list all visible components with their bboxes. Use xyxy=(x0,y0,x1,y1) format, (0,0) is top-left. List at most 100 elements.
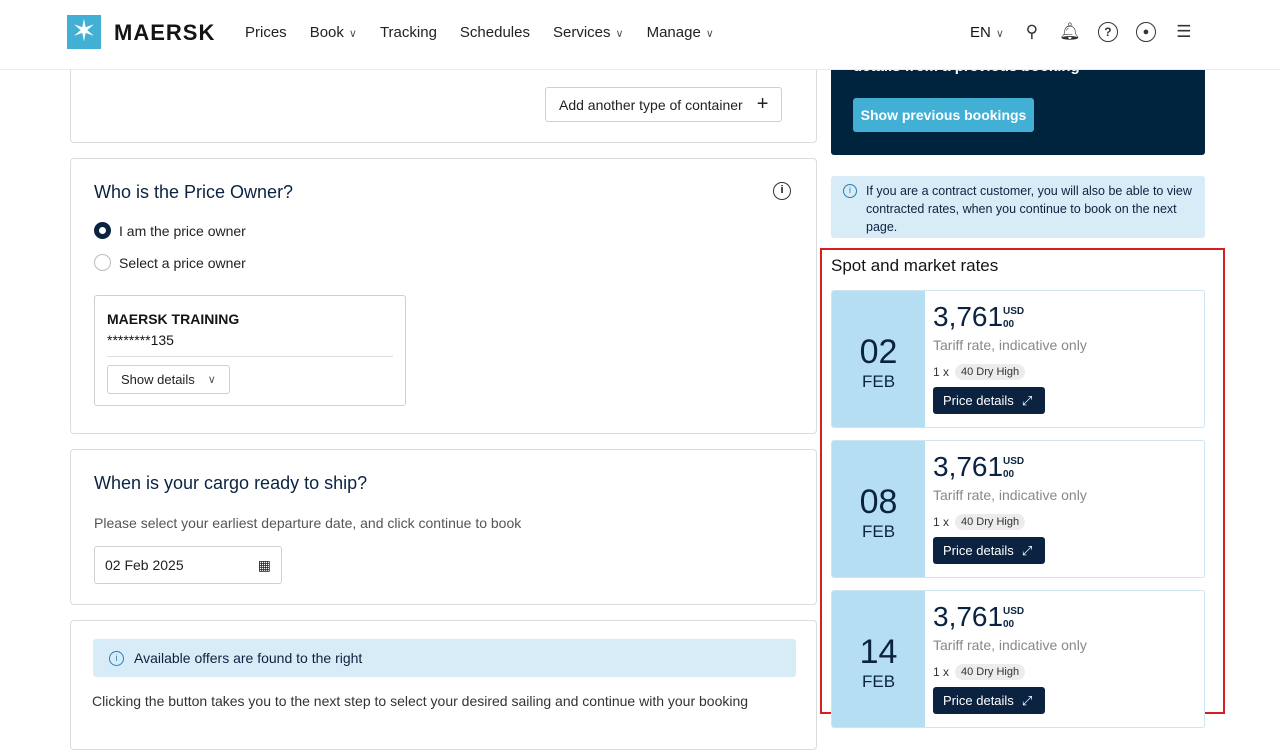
language-label: EN xyxy=(970,23,991,41)
nav-label: Manage xyxy=(646,24,701,41)
menu-icon[interactable]: ☰ xyxy=(1176,22,1192,41)
account-number: ********135 xyxy=(107,332,174,348)
container-type-badge: 40 Dry High xyxy=(955,514,1026,530)
info-text: If you are a contract customer, you will… xyxy=(866,184,1192,234)
user-icon[interactable]: ● xyxy=(1135,22,1156,42)
nav-book[interactable]: Book ∨ xyxy=(310,24,357,41)
cargo-hint: Please select your earliest departure da… xyxy=(94,515,522,531)
main-nav: Prices Book ∨ Tracking Schedules Services… xyxy=(245,24,714,41)
chevron-down-icon: ∨ xyxy=(207,374,216,386)
price-details-button[interactable]: Price details ⤢ xyxy=(933,537,1045,564)
calendar-icon[interactable]: ▦ xyxy=(257,556,271,573)
bell-icon[interactable]: 🔔︎ xyxy=(1059,22,1081,41)
date-month: FEB xyxy=(861,672,896,691)
rate-currency: USD 00 xyxy=(1003,455,1024,481)
info-text: Available offers are found to the right xyxy=(134,650,363,666)
container-qty: 1 x 40 Dry High xyxy=(933,514,1026,530)
maersk-star-logo[interactable]: ✶ xyxy=(67,15,101,49)
chevron-down-icon: ∨ xyxy=(995,27,1004,40)
departure-date: 14 FEB xyxy=(832,591,925,727)
top-nav: ✶ MAERSK Prices Book ∨ Tracking Schedules… xyxy=(0,0,1280,70)
divider xyxy=(107,356,393,357)
departure-date-input[interactable]: 02 Feb 2025 ▦ xyxy=(94,546,282,584)
brand-name[interactable]: MAERSK xyxy=(114,20,216,45)
offers-info-banner: i Available offers are found to the right xyxy=(93,639,796,677)
expand-icon: ⤢ xyxy=(1021,542,1033,558)
price-details-button[interactable]: Price details ⤢ xyxy=(933,687,1045,714)
language-select[interactable]: EN ∨ xyxy=(970,24,1004,41)
radio-label: Select a price owner xyxy=(119,254,246,271)
section-title: When is your cargo ready to ship? xyxy=(94,473,368,493)
show-previous-bookings-button[interactable]: Show previous bookings xyxy=(853,98,1034,132)
currency-code: USD xyxy=(1003,306,1025,317)
price-owner-card: Who is the Price Owner? i I am the price… xyxy=(70,158,817,434)
company-name: MAERSK TRAINING xyxy=(107,311,240,327)
container-qty: 1 x 40 Dry High xyxy=(933,364,1026,380)
container-qty: 1 x 40 Dry High xyxy=(933,664,1026,680)
button-label: Show details xyxy=(121,372,195,387)
rate-amount: 3,761 xyxy=(933,601,1004,632)
expand-icon: ⤢ xyxy=(1021,392,1033,408)
price-details-button[interactable]: Price details ⤢ xyxy=(933,387,1045,414)
container-type-badge: 40 Dry High xyxy=(955,664,1026,680)
date-day: 14 xyxy=(859,633,898,671)
chevron-down-icon: ∨ xyxy=(348,28,357,40)
expand-icon: ⤢ xyxy=(1021,692,1033,708)
rate-amount: 3,761 xyxy=(933,301,1004,332)
rate-amount: 3,761 xyxy=(933,451,1004,482)
button-label: Price details xyxy=(943,393,1014,408)
qty-label: 1 x xyxy=(933,515,950,529)
qty-label: 1 x xyxy=(933,365,950,379)
header-actions: EN ∨ ⚲ 🔔︎ ? ● ☰ xyxy=(970,22,1194,42)
nav-label: Prices xyxy=(245,24,287,41)
rate-note: Tariff rate, indicative only xyxy=(933,337,1087,353)
nav-services[interactable]: Services ∨ xyxy=(553,24,624,41)
radio-label: I am the price owner xyxy=(119,222,246,239)
nav-label: Services xyxy=(552,24,611,41)
rate-cents: 00 xyxy=(1003,319,1015,330)
currency-code: USD xyxy=(1003,606,1025,617)
help-icon[interactable]: ? xyxy=(1097,22,1118,42)
nav-manage[interactable]: Manage ∨ xyxy=(647,24,714,41)
offers-text: Clicking the button takes you to the nex… xyxy=(92,693,749,709)
nav-prices[interactable]: Prices xyxy=(245,24,287,41)
rate-note: Tariff rate, indicative only xyxy=(933,487,1087,503)
radio-selected-icon xyxy=(94,222,111,239)
rate-note: Tariff rate, indicative only xyxy=(933,637,1087,653)
nav-label: Tracking xyxy=(379,24,437,41)
info-icon: i xyxy=(843,184,857,198)
add-container-button[interactable]: Add another type of container + xyxy=(545,87,783,122)
rate-cents: 00 xyxy=(1003,469,1015,480)
departure-date: 08 FEB xyxy=(832,441,925,577)
rate-currency: USD 00 xyxy=(1003,305,1024,331)
search-icon[interactable]: ⚲ xyxy=(1025,22,1039,41)
date-month: FEB xyxy=(861,522,896,541)
info-icon[interactable]: i xyxy=(773,182,791,200)
chevron-down-icon: ∨ xyxy=(615,28,624,40)
rate-card: 14 FEB 3,761 USD 00 Tariff rate, indicati… xyxy=(831,590,1205,728)
show-details-button[interactable]: Show details ∨ xyxy=(107,365,230,394)
rate-cents: 00 xyxy=(1003,619,1015,630)
button-label: Price details xyxy=(943,693,1014,708)
rate-currency: USD 00 xyxy=(1003,605,1024,631)
nav-label: Schedules xyxy=(459,24,530,41)
date-day: 02 xyxy=(859,333,898,371)
radio-i-am-owner[interactable]: I am the price owner xyxy=(94,222,246,239)
plus-icon: + xyxy=(756,93,769,115)
button-label: Add another type of container xyxy=(559,96,743,113)
nav-label: Book xyxy=(309,24,344,41)
rates-title: Spot and market rates xyxy=(831,256,999,275)
qty-label: 1 x xyxy=(933,665,950,679)
radio-select-owner[interactable]: Select a price owner xyxy=(94,254,246,271)
nav-tracking[interactable]: Tracking xyxy=(380,24,437,41)
currency-code: USD xyxy=(1003,456,1025,467)
contract-info-banner: i If you are a contract customer, you wi… xyxy=(831,176,1205,238)
date-value: 02 Feb 2025 xyxy=(105,557,184,573)
section-title: Who is the Price Owner? xyxy=(94,182,294,202)
rate-card: 02 FEB 3,761 USD 00 Tariff rate, indicati… xyxy=(831,290,1205,428)
owner-box: MAERSK TRAINING ********135 Show details… xyxy=(94,295,406,406)
offers-card: i Available offers are found to the right… xyxy=(70,620,817,750)
cargo-date-card: When is your cargo ready to ship? Please… xyxy=(70,449,817,605)
nav-schedules[interactable]: Schedules xyxy=(460,24,530,41)
container-type-badge: 40 Dry High xyxy=(955,364,1026,380)
